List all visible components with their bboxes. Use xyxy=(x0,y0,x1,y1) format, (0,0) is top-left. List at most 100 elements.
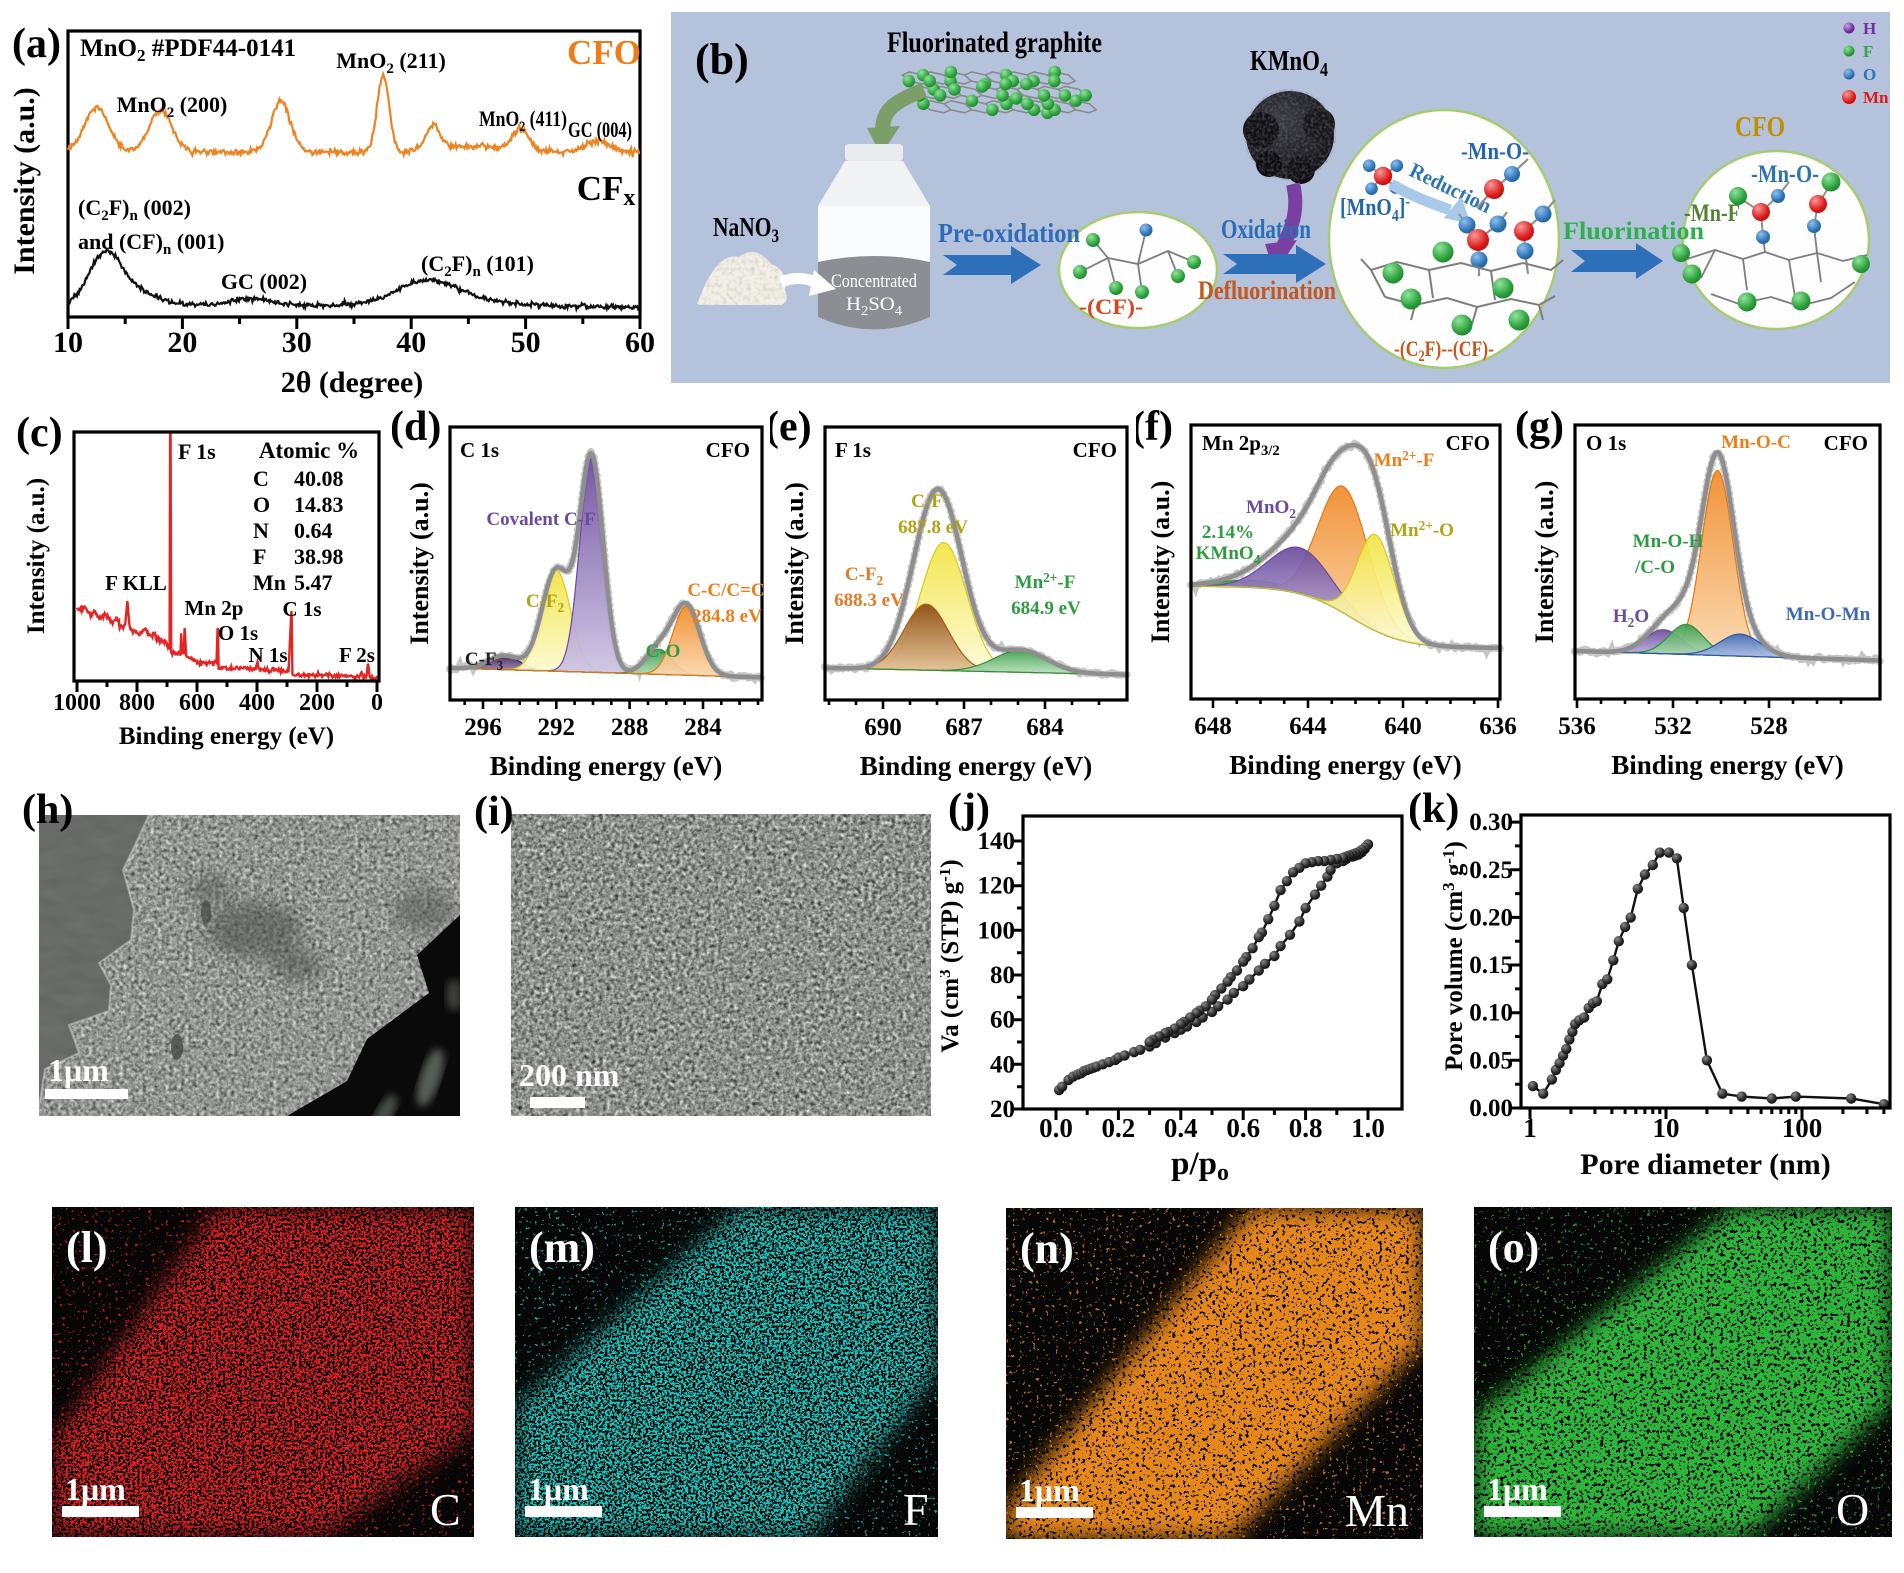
svg-text:Mn-O-H: Mn-O-H xyxy=(1633,531,1704,552)
svg-text:Va (cm3​ (STP) g-1​): Va (cm3​ (STP) g-1​) xyxy=(940,859,964,1052)
svg-text:MnO2​ (200): MnO2​ (200) xyxy=(117,92,228,121)
svg-text:and (CF)n​ (001): and (CF)n​ (001) xyxy=(78,229,224,258)
svg-text:100: 100 xyxy=(1782,1113,1823,1143)
svg-text:200: 200 xyxy=(299,690,335,716)
svg-text:0.10: 0.10 xyxy=(1469,1000,1513,1027)
svg-text:CFO: CFO xyxy=(1446,431,1490,455)
svg-text:-(CF)-: -(CF)- xyxy=(1079,294,1143,319)
svg-text:/C-O: /C-O xyxy=(1634,557,1675,578)
svg-text:C-F: C-F xyxy=(911,491,943,512)
svg-text:O: O xyxy=(1863,65,1876,84)
svg-text:684.9 eV: 684.9 eV xyxy=(1011,598,1081,619)
svg-text:Atomic %: Atomic % xyxy=(259,438,359,463)
svg-text:Mn2+​-F: Mn2+​-F xyxy=(1374,448,1435,471)
svg-text:2.14%: 2.14% xyxy=(1202,522,1254,543)
svg-text:Mn: Mn xyxy=(1863,88,1889,107)
svg-text:292: 292 xyxy=(538,714,576,741)
svg-text:p/po: p/po xyxy=(1171,1146,1229,1186)
svg-text:(c): (c) xyxy=(16,410,63,456)
svg-text:C 1s: C 1s xyxy=(282,597,321,621)
svg-text:0.4: 0.4 xyxy=(1164,1113,1198,1143)
svg-text:Defluorination: Defluorination xyxy=(1198,276,1336,305)
svg-text:80: 80 xyxy=(990,962,1015,989)
svg-text:Mn2+​-F: Mn2+​-F xyxy=(1015,570,1076,593)
svg-text:MnO2​ #PDF44-0141: MnO2​ #PDF44-0141 xyxy=(80,35,296,65)
svg-text:30: 30 xyxy=(282,326,312,359)
svg-text:1μm: 1μm xyxy=(65,1471,126,1507)
svg-text:(a): (a) xyxy=(12,21,61,67)
svg-text:40.08: 40.08 xyxy=(294,466,344,491)
svg-text:0.30: 0.30 xyxy=(1469,809,1513,836)
svg-text:(n): (n) xyxy=(1020,1224,1074,1273)
svg-text:284.8 eV: 284.8 eV xyxy=(692,606,762,627)
svg-text:C-O: C-O xyxy=(646,641,681,662)
svg-text:0.20: 0.20 xyxy=(1469,904,1513,931)
svg-text:1μm: 1μm xyxy=(48,1052,109,1088)
svg-text:10: 10 xyxy=(53,326,83,359)
svg-text:1μm: 1μm xyxy=(1487,1471,1548,1507)
svg-text:0.6: 0.6 xyxy=(1226,1113,1260,1143)
svg-text:38.98: 38.98 xyxy=(294,544,344,569)
svg-text:MnO2​ (211): MnO2​ (211) xyxy=(336,48,446,77)
svg-text:Pre-oxidation: Pre-oxidation xyxy=(938,218,1080,248)
svg-text:KMnO4​: KMnO4​ xyxy=(1196,543,1261,567)
svg-text:O: O xyxy=(1836,1484,1869,1535)
svg-text:C 1s: C 1s xyxy=(460,438,499,462)
svg-text:10: 10 xyxy=(1653,1113,1680,1143)
svg-text:800: 800 xyxy=(119,690,155,716)
svg-text:(j): (j) xyxy=(948,786,990,832)
svg-text:60: 60 xyxy=(990,1007,1015,1034)
svg-text:60: 60 xyxy=(625,326,655,359)
svg-text:Pore diameter (nm): Pore diameter (nm) xyxy=(1580,1148,1830,1181)
svg-text:296: 296 xyxy=(464,714,502,741)
svg-text:(o): (o) xyxy=(1488,1223,1539,1272)
svg-text:0.25: 0.25 xyxy=(1469,857,1513,884)
svg-text:-Mn-O-: -Mn-O- xyxy=(1751,161,1819,188)
svg-text:(f): (f) xyxy=(1136,404,1173,450)
svg-text:400: 400 xyxy=(239,690,275,716)
svg-text:Mn-O-C: Mn-O-C xyxy=(1721,432,1791,453)
svg-text:648: 648 xyxy=(1194,713,1232,740)
svg-text:1.0: 1.0 xyxy=(1351,1113,1385,1143)
svg-text:C-C/C=C: C-C/C=C xyxy=(687,580,764,601)
svg-text:(l): (l) xyxy=(66,1223,108,1272)
svg-text:644: 644 xyxy=(1289,713,1327,740)
svg-text:C: C xyxy=(430,1484,461,1535)
svg-text:Mn 2p: Mn 2p xyxy=(185,596,244,620)
svg-text:640: 640 xyxy=(1384,713,1422,740)
svg-text:C-F3​: C-F3​ xyxy=(465,649,504,673)
svg-text:(g): (g) xyxy=(1515,404,1564,450)
svg-text:CFO: CFO xyxy=(706,438,750,462)
svg-text:N: N xyxy=(253,518,269,543)
svg-text:687.8 eV: 687.8 eV xyxy=(898,517,968,538)
svg-text:CFx​: CFx​ xyxy=(577,169,636,211)
svg-text:CFO: CFO xyxy=(1735,111,1785,143)
svg-text:O: O xyxy=(253,492,270,517)
svg-text:Binding energy (eV): Binding energy (eV) xyxy=(119,723,334,750)
svg-text:CFO: CFO xyxy=(1824,431,1868,455)
svg-text:(k): (k) xyxy=(1410,786,1459,832)
svg-text:Binding energy (eV): Binding energy (eV) xyxy=(1611,750,1844,780)
svg-text:0.0: 0.0 xyxy=(1039,1113,1073,1143)
svg-text:Pore volume (cm3​ g-1​): Pore volume (cm3​ g-1​) xyxy=(1439,841,1468,1071)
svg-text:GC (002): GC (002) xyxy=(221,269,307,294)
svg-text:KMnO4: KMnO4 xyxy=(1250,45,1328,81)
svg-text:14.83: 14.83 xyxy=(294,492,344,517)
svg-text:Intensity (a.u.): Intensity (a.u.) xyxy=(1146,481,1175,644)
svg-text:Intensity (a.u.): Intensity (a.u.) xyxy=(780,482,809,645)
svg-text:Mn2+​-O: Mn2+​-O xyxy=(1390,518,1454,541)
svg-text:684: 684 xyxy=(1026,714,1064,741)
svg-text:-Mn-O-: -Mn-O- xyxy=(1461,139,1529,165)
svg-text:F 1s: F 1s xyxy=(178,439,216,464)
svg-text:Oxidation: Oxidation xyxy=(1221,214,1311,244)
svg-text:1000: 1000 xyxy=(53,690,101,716)
svg-text:Intensity (a.u.): Intensity (a.u.) xyxy=(405,482,434,645)
svg-text:O 1s: O 1s xyxy=(1586,431,1626,455)
svg-text:0.2: 0.2 xyxy=(1102,1113,1136,1143)
svg-text:0.64: 0.64 xyxy=(294,518,333,543)
svg-text:-Mn-F: -Mn-F xyxy=(1684,200,1740,227)
svg-text:[MnO4]-: [MnO4]- xyxy=(1340,192,1410,225)
svg-text:F: F xyxy=(903,1484,929,1535)
svg-text:1: 1 xyxy=(1523,1113,1537,1143)
